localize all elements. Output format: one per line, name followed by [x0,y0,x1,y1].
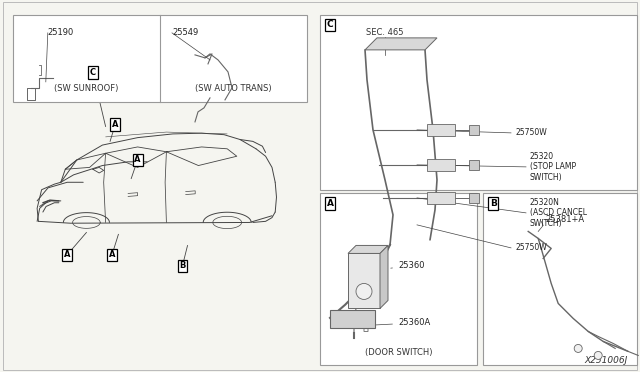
Text: 25190: 25190 [48,28,74,37]
Polygon shape [427,124,455,136]
Polygon shape [365,38,437,50]
Text: B: B [179,262,186,270]
Bar [320,15,637,190]
Text: 25750W: 25750W [515,128,547,137]
Text: 25549: 25549 [172,28,198,37]
Text: SEC. 465: SEC. 465 [366,28,404,37]
Polygon shape [330,310,375,328]
Text: A: A [109,250,115,259]
Bar [483,193,637,365]
Polygon shape [427,192,455,204]
Text: (SW AUTO TRANS): (SW AUTO TRANS) [195,84,272,93]
Polygon shape [469,160,479,170]
Text: A: A [112,120,118,129]
Circle shape [594,352,602,359]
Bar [13,15,307,102]
Circle shape [574,344,582,352]
Text: X251006J: X251006J [584,356,627,365]
Text: (SW SUNROOF): (SW SUNROOF) [54,84,118,93]
Text: C: C [326,20,333,29]
Text: B: B [490,199,497,208]
Polygon shape [469,193,479,203]
Text: 25750W: 25750W [515,243,547,252]
Circle shape [356,283,372,299]
Text: 25320N
(ASCD CANCEL
SWITCH): 25320N (ASCD CANCEL SWITCH) [530,198,587,228]
Polygon shape [380,246,388,308]
Bar [320,193,477,365]
Polygon shape [348,253,380,308]
Text: A: A [64,250,70,259]
Text: 25360: 25360 [391,262,424,270]
Polygon shape [469,125,479,135]
Text: A: A [326,199,333,208]
Polygon shape [348,246,388,253]
Text: 25381+A: 25381+A [545,215,584,224]
Text: (DOOR SWITCH): (DOOR SWITCH) [365,348,432,357]
Polygon shape [427,159,455,171]
Text: 25320
(STOP LAMP
SWITCH): 25320 (STOP LAMP SWITCH) [530,152,576,182]
Text: 25360A: 25360A [369,318,430,327]
Text: C: C [90,68,96,77]
Text: A: A [134,155,141,164]
